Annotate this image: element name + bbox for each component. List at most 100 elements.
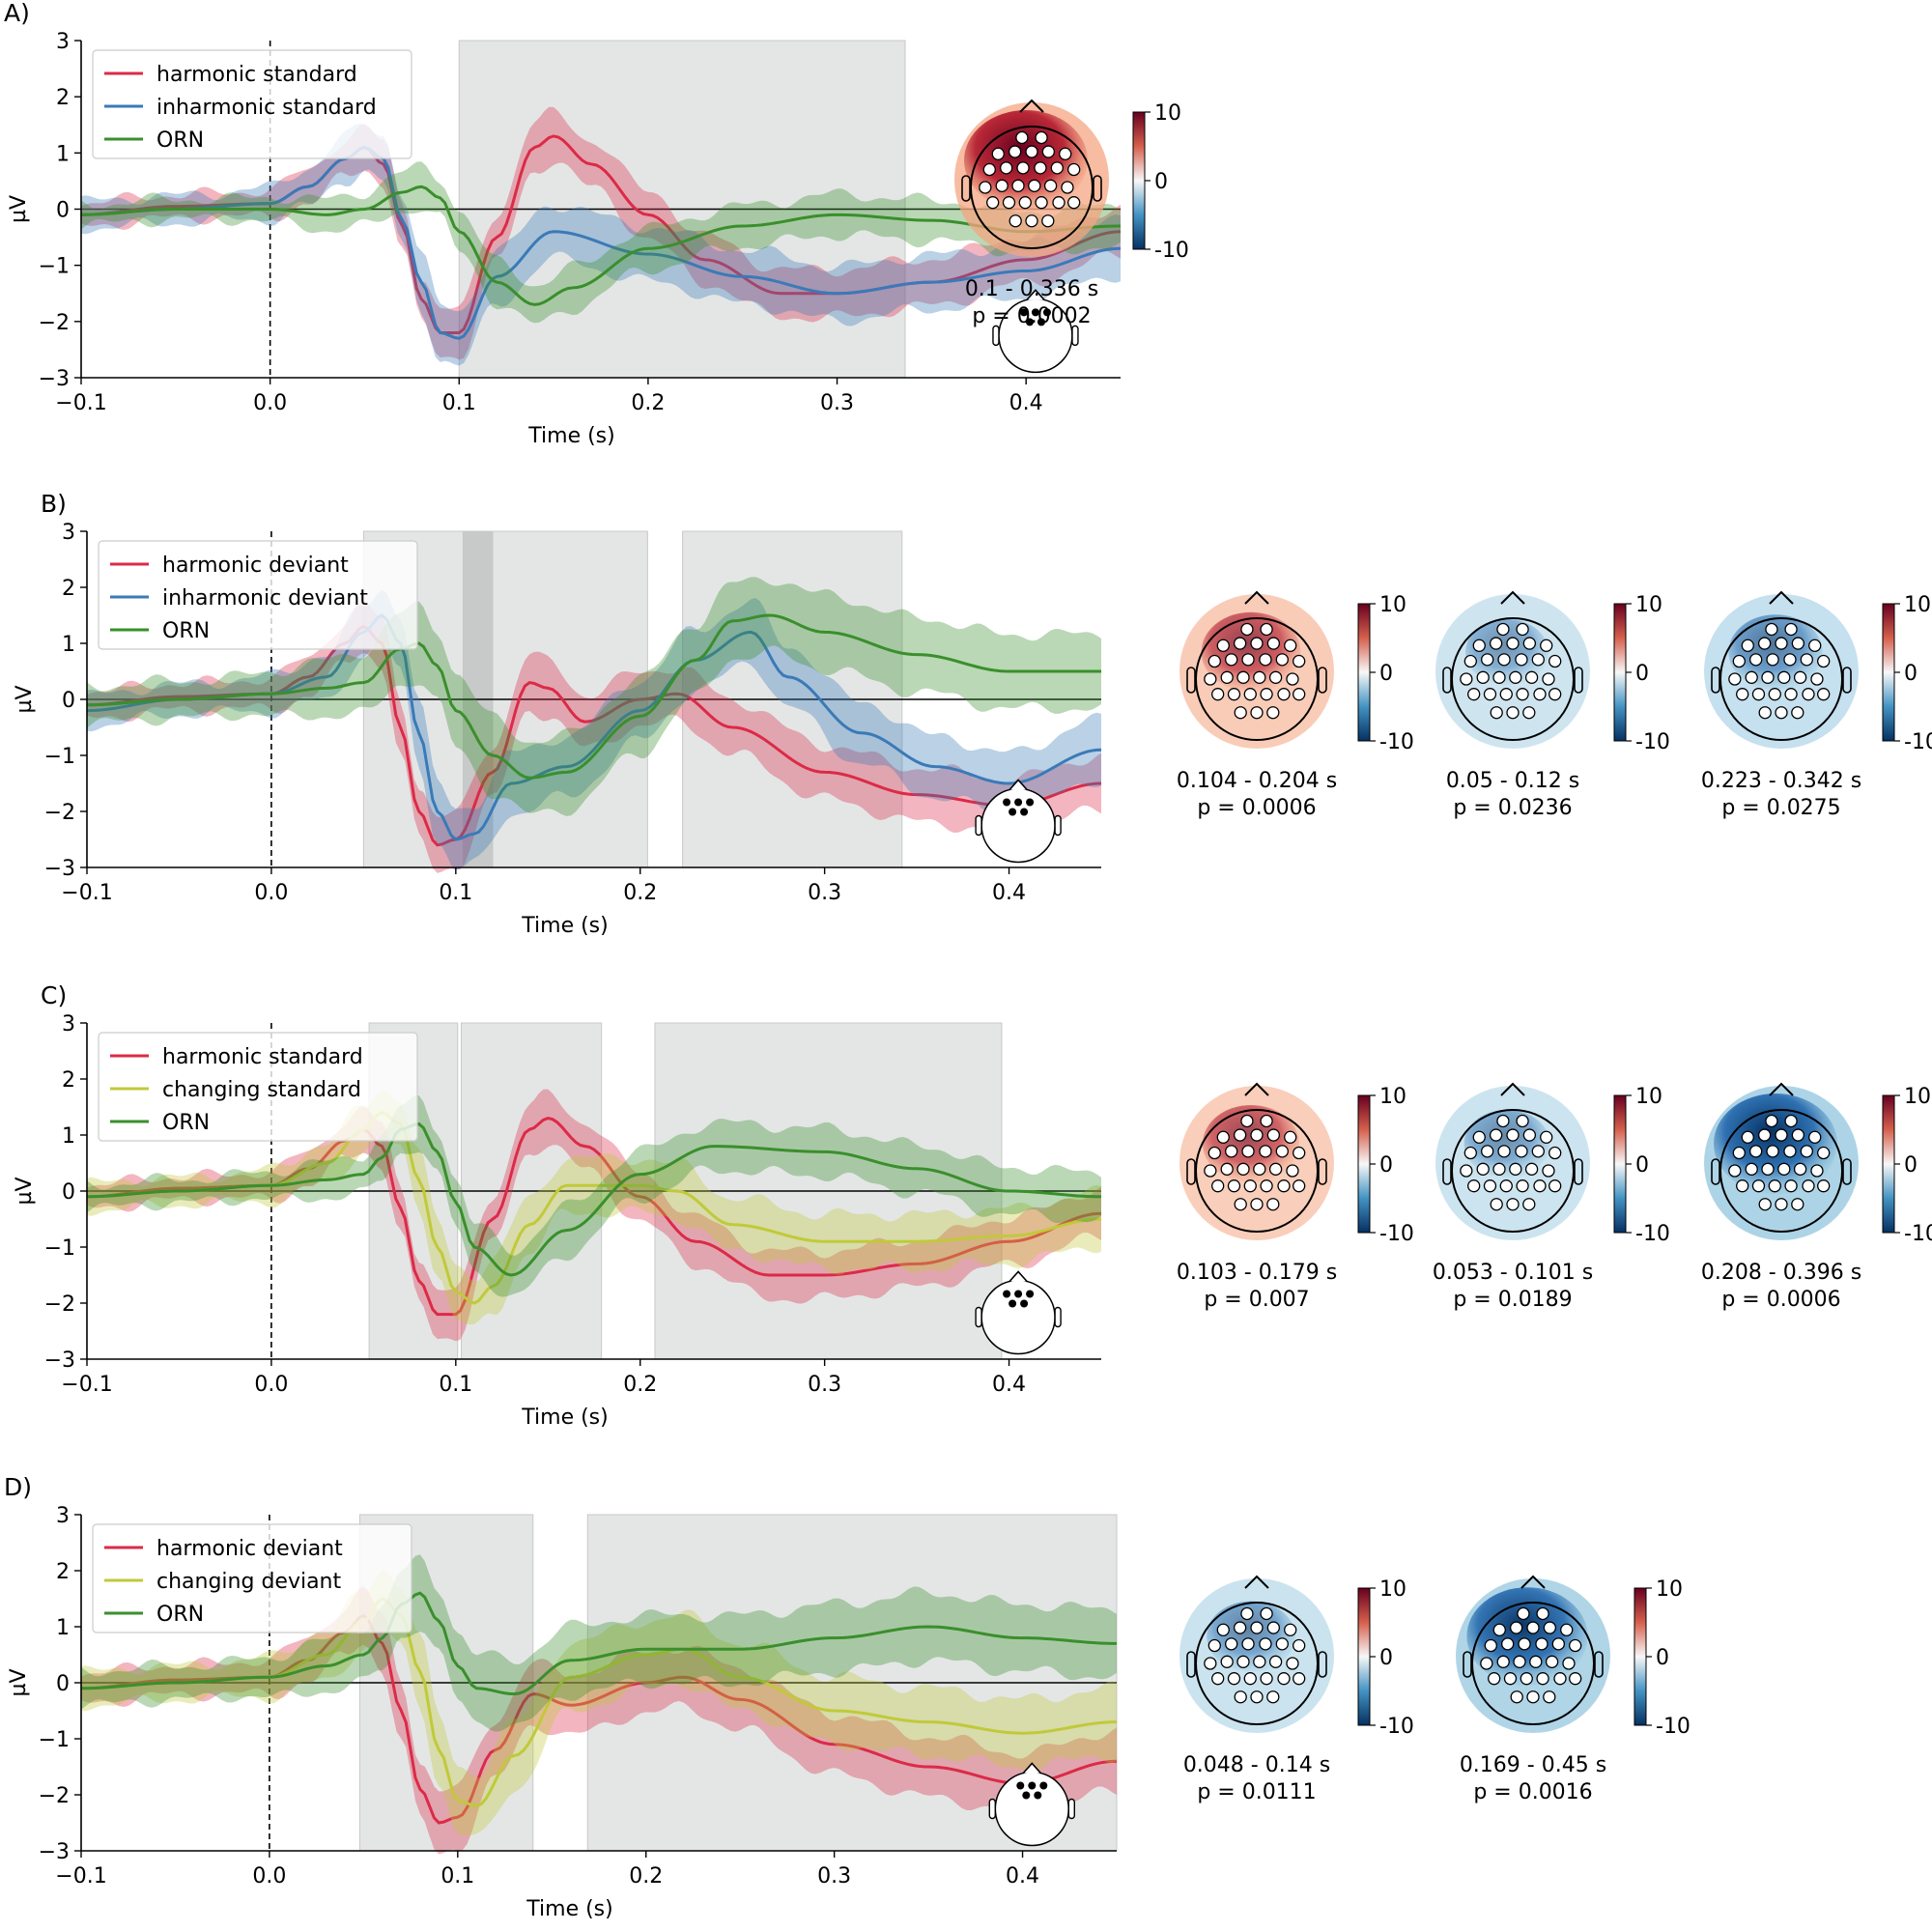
topomap-ear — [1711, 1158, 1720, 1185]
electrode-dot — [1042, 308, 1051, 317]
electrode-dot — [1016, 1781, 1025, 1790]
colorbar-tick-label: -10 — [1379, 730, 1414, 754]
topomap-electrode — [1227, 1672, 1241, 1686]
topomap-electrode — [1791, 706, 1804, 720]
topomap-electrode — [1533, 1179, 1547, 1193]
topomap-electrode — [1480, 1657, 1493, 1670]
topomap-electrode — [1496, 1655, 1510, 1668]
colorbar-tick-label: 0 — [1379, 1646, 1393, 1670]
legend-box — [92, 49, 412, 159]
topomap-nose — [1500, 590, 1525, 605]
topomap-electrode — [1793, 1162, 1807, 1176]
topomap-electrode — [1808, 639, 1822, 652]
topomap-electrode — [1050, 161, 1064, 175]
ear-icon — [1067, 1798, 1075, 1820]
topomap-electrode — [1266, 1690, 1280, 1704]
topomap-electrode — [1268, 670, 1283, 684]
topomap-electrode — [1253, 1162, 1266, 1176]
colorbar-tick-label: 0 — [1635, 662, 1649, 686]
electrode-dot — [1022, 1791, 1031, 1800]
topomap-head-outline — [1471, 1602, 1595, 1725]
y-tick-label: −1 — [44, 1236, 75, 1261]
topomap-electrode — [995, 179, 1009, 192]
topomap-electrode — [1751, 688, 1766, 701]
legend-entry: ORN — [162, 619, 210, 643]
topomap-electrode — [1526, 1690, 1540, 1704]
topomap-electrode — [1472, 639, 1486, 652]
topomap-electrode — [1277, 688, 1291, 701]
y-tick-label: −3 — [39, 1840, 70, 1864]
colorbar — [1357, 603, 1371, 742]
electrode-dot — [1028, 1781, 1037, 1790]
topomap-electrode — [1542, 672, 1555, 686]
topomap-electrode — [1492, 1623, 1506, 1636]
colorbar-tick-label: 0 — [1656, 1646, 1669, 1670]
topomap-electrode — [1745, 1162, 1758, 1176]
y-tick-label: 3 — [62, 1012, 75, 1036]
nose-icon — [1026, 289, 1045, 300]
topomap-electrode — [1293, 1672, 1306, 1686]
legend-entry: ORN — [156, 128, 204, 153]
topomap-electrode — [1496, 622, 1510, 637]
topomap-electrode — [1460, 672, 1473, 686]
topomap-electrode — [1000, 161, 1013, 175]
topomap-electrode — [1481, 1145, 1494, 1158]
topomap-electrode — [1518, 1637, 1531, 1651]
x-tick-label: −0.1 — [55, 391, 106, 415]
topomap-electrode — [1220, 1655, 1234, 1668]
nose-icon — [1022, 1762, 1041, 1775]
topomap-electrode — [1481, 653, 1494, 667]
electrode-dot — [1003, 798, 1011, 807]
topomap-electrode — [1011, 179, 1025, 192]
topomap-electrode — [1259, 1145, 1272, 1158]
topomap-electrode — [1463, 654, 1477, 668]
topomap-nose — [1244, 1575, 1269, 1589]
topomap-electrode — [1522, 1198, 1536, 1211]
topomap-electrode — [1757, 1128, 1772, 1142]
colorbar-tick-label: 0 — [1904, 662, 1918, 686]
topomap-electrode — [1817, 1179, 1831, 1193]
topomap-electrode — [1492, 670, 1506, 684]
topomap-electrode — [1293, 654, 1306, 668]
topomap-electrode — [1802, 688, 1815, 701]
topomap-electrode — [1233, 1621, 1247, 1634]
confidence-band — [87, 1090, 1101, 1325]
topomap-electrode — [1204, 1164, 1217, 1178]
topomap-electrode — [1542, 1164, 1555, 1178]
electrode-dot — [1019, 308, 1028, 317]
topomap-electrode — [1476, 1162, 1490, 1176]
y-tick-label: −3 — [44, 1349, 75, 1373]
colorbar — [1634, 1587, 1647, 1726]
confidence-band — [81, 161, 1121, 324]
electrode-dot — [1009, 1299, 1017, 1308]
topomap-electrode — [1784, 1179, 1798, 1193]
x-tick-label: 0.1 — [439, 881, 472, 905]
colorbar — [1882, 603, 1895, 742]
topomap-electrode — [1484, 1638, 1497, 1653]
y-tick-label: −2 — [39, 1784, 70, 1808]
y-tick-label: −2 — [39, 311, 70, 335]
topomap-electrode — [1025, 145, 1038, 158]
x-tick-label: −0.1 — [61, 1373, 112, 1397]
topomap-ear — [1574, 1158, 1583, 1185]
topomap-electrode — [1489, 1128, 1503, 1142]
topomap-electrode — [1002, 196, 1016, 210]
legend-box — [98, 1032, 418, 1142]
topomap-nose — [1769, 1082, 1794, 1096]
topomap-electrode — [1510, 1690, 1523, 1704]
topomap-electrode — [1736, 1179, 1749, 1193]
ear-icon — [1054, 1306, 1062, 1328]
topomap-electrode — [1529, 1655, 1543, 1668]
topomap-electrode — [1293, 1146, 1306, 1160]
topomap-electrode — [1015, 130, 1029, 145]
confidence-band — [81, 1586, 1117, 1855]
topomap-electrode — [1243, 688, 1257, 701]
topomap-electrode — [1268, 1162, 1283, 1176]
topomap-electrode — [1041, 145, 1056, 158]
topomap-electrode — [1784, 622, 1798, 637]
series-line — [80, 1591, 1118, 1696]
topomap-ear — [1186, 1158, 1196, 1185]
topomap-electrode — [1008, 145, 1022, 158]
topomap-nose — [1019, 99, 1044, 113]
